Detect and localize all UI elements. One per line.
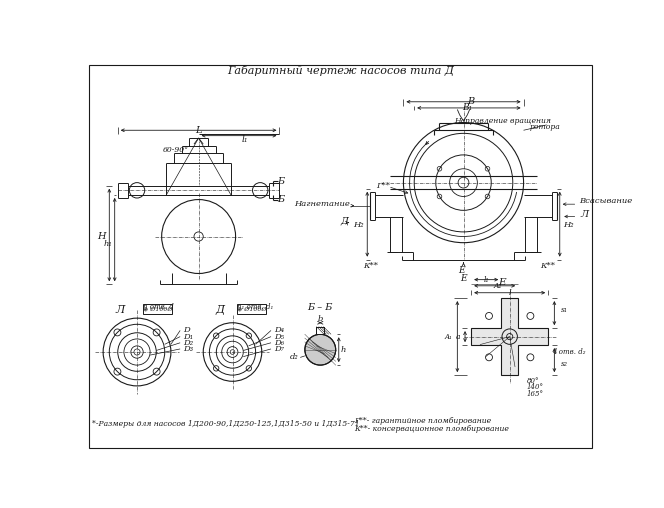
Text: Габаритный чертеж насосов типа Д: Габаритный чертеж насосов типа Д [227,66,454,77]
Text: Всасывание: Всасывание [579,197,632,205]
Text: h: h [341,346,346,354]
Circle shape [305,334,336,365]
Text: D₇: D₇ [274,345,284,353]
Text: d₂: d₂ [290,354,299,361]
Text: Л: Л [116,305,125,314]
Text: 165°: 165° [527,390,544,398]
Text: H₂: H₂ [353,221,363,229]
Text: D₂: D₂ [183,339,193,347]
Text: Г**- гарантийное пломбирование: Г**- гарантийное пломбирование [354,417,491,425]
Text: l₁: l₁ [242,135,248,144]
Text: Д: Д [216,305,224,314]
Text: Л: Л [580,210,589,219]
Text: H₂: H₂ [564,221,574,229]
Polygon shape [471,298,548,375]
Text: 60-90°: 60-90° [163,146,189,154]
Text: n₁ отв. d₁: n₁ отв. d₁ [237,303,274,311]
Text: l: l [509,289,511,297]
Text: 140°: 140° [527,384,544,392]
Text: D₄: D₄ [274,327,284,334]
Bar [237,304,266,314]
Text: s₁: s₁ [560,306,568,313]
Text: К**- консервационное пломбирование: К**- консервационное пломбирование [354,425,509,433]
Text: К**: К** [540,262,556,270]
Text: l₁: l₁ [484,276,489,283]
Text: s₂: s₂ [560,360,568,368]
Text: E: E [460,274,467,283]
Bar [317,327,324,334]
Text: D₆: D₆ [274,339,284,347]
Bar [317,327,324,334]
Text: A₁: A₁ [494,282,503,290]
Text: Д: Д [340,216,348,226]
Text: Б: Б [278,177,285,185]
Text: E: E [498,278,506,287]
Text: ротора: ротора [530,123,560,131]
Text: Нагнетание: Нагнетание [293,200,349,208]
Text: a: a [456,333,460,341]
Text: B₁: B₁ [462,104,473,112]
Text: D₅: D₅ [274,333,284,341]
Text: К**: К** [363,262,378,270]
Text: Г**: Г** [376,182,390,190]
Text: D₁: D₁ [183,333,193,341]
Text: Б – Б: Б – Б [307,303,333,312]
Text: D₃: D₃ [183,345,193,353]
Text: Направление вращения: Направление вращения [454,117,550,125]
Text: D: D [183,327,190,334]
Text: A₁: A₁ [445,333,453,341]
Text: Б: Б [278,195,285,204]
Text: 4 отв. d₂: 4 отв. d₂ [552,348,586,356]
Text: b: b [317,315,323,323]
Text: h₁: h₁ [104,240,112,248]
Text: B: B [467,97,475,106]
Text: E: E [458,266,465,275]
Text: 80°: 80° [527,377,539,385]
Text: n отв. d: n отв. d [143,303,174,311]
Text: L: L [195,126,202,135]
Text: ⊕ Ø100Ø: ⊕ Ø100Ø [237,307,266,312]
Text: H: H [97,232,106,241]
Text: *-Размеры для насосов 1Д200-90,1Д250-125,1Д315-50 и 1Д315-71: *-Размеры для насосов 1Д200-90,1Д250-125… [92,421,360,428]
Bar [143,304,173,314]
Text: ⊕ Ø100Ø: ⊕ Ø100Ø [143,307,173,312]
